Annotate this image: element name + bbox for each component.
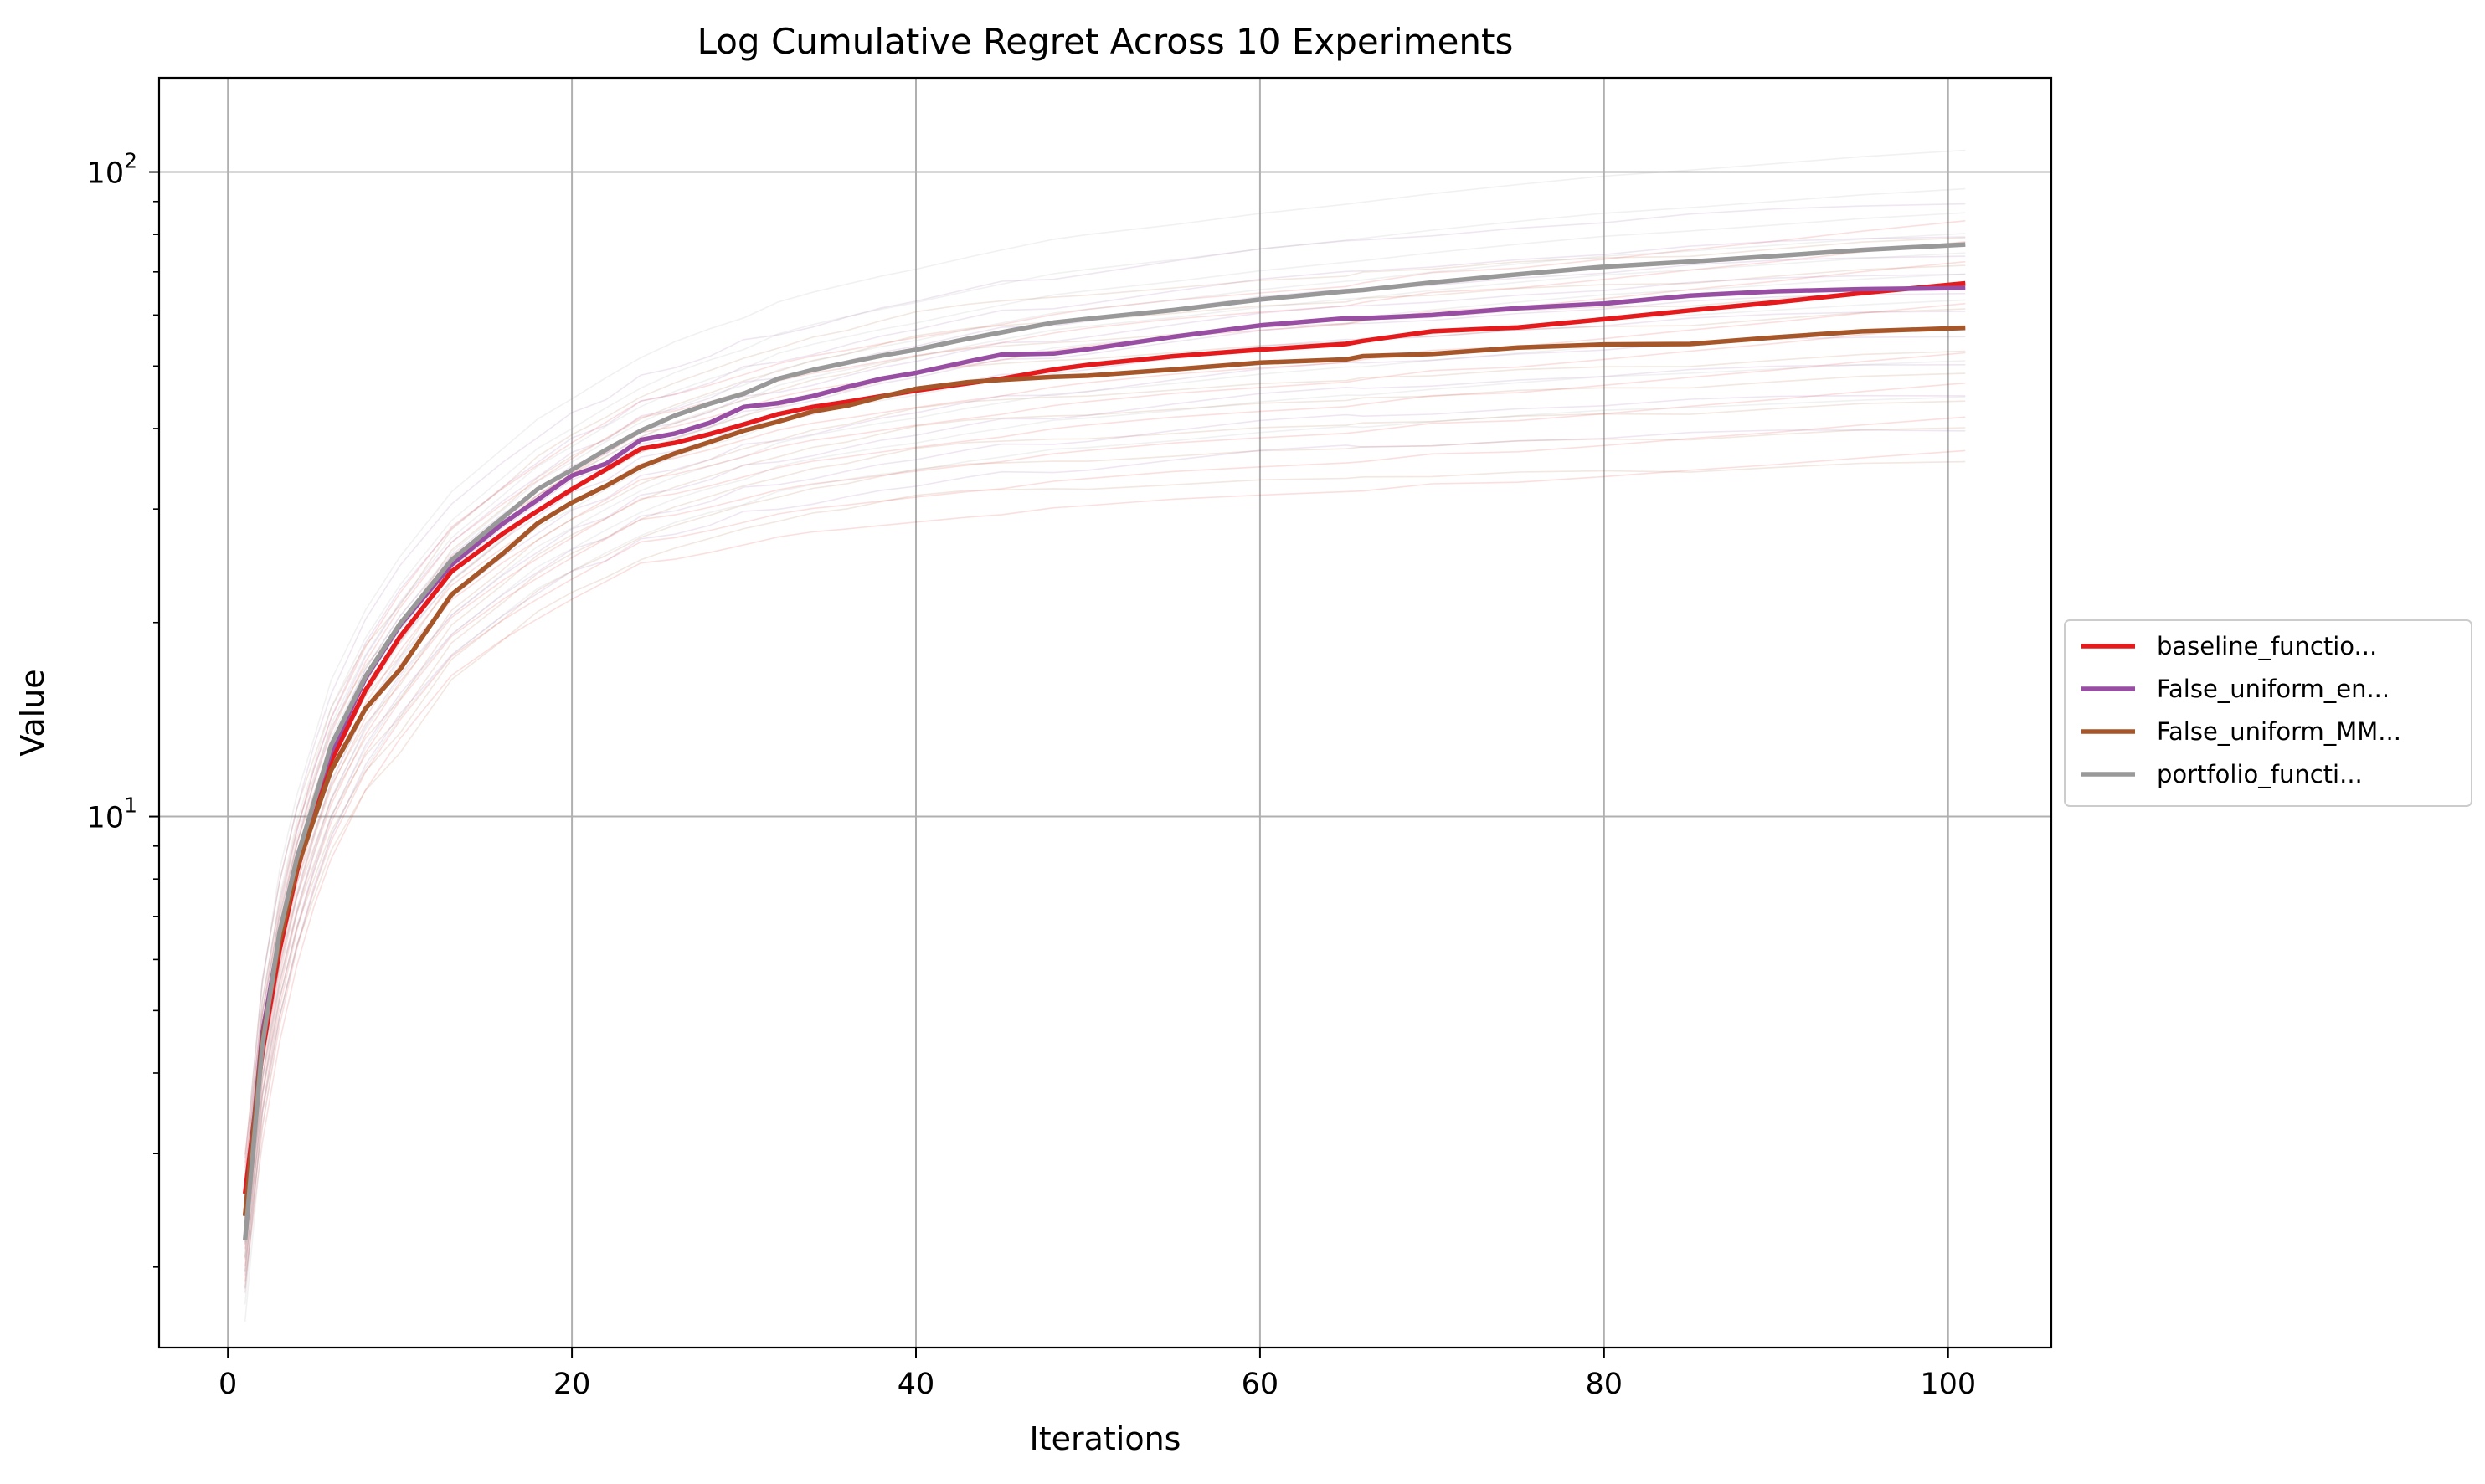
y-tick-label: 102 (87, 149, 137, 191)
background-run-line (244, 236, 1966, 1184)
x-tick-label: 100 (1920, 1368, 1976, 1401)
series-line (242, 242, 1966, 1241)
background-run-line (244, 352, 1966, 1234)
background-run-line (244, 241, 1966, 1168)
background-run-line (244, 372, 1966, 1243)
y-tick-base: 10 (87, 802, 125, 835)
y-tick-exponent: 2 (124, 149, 137, 173)
background-run-line (244, 203, 1966, 1163)
background-run-line (244, 429, 1966, 1293)
x-tick-label: 80 (1586, 1368, 1623, 1401)
series-line (242, 280, 1966, 1194)
chart-title: Log Cumulative Regret Across 10 Experime… (697, 21, 1514, 62)
legend-label: baseline_functio... (2157, 632, 2377, 660)
background-run-line (244, 149, 1966, 1181)
background-run-line (244, 427, 1966, 1272)
legend-box (2064, 619, 2472, 807)
y-tick-label: 101 (87, 793, 137, 835)
x-tick-label: 0 (219, 1368, 237, 1401)
background-run-line (244, 394, 1966, 1276)
background-run-line (244, 416, 1966, 1266)
background-run-line (244, 187, 1966, 1206)
x-tick-label: 20 (553, 1368, 591, 1401)
background-run-line (244, 273, 1966, 1208)
y-axis-label: Value (14, 669, 51, 756)
legend: baseline_functio... False_uniform_en... Fa… (2064, 619, 2472, 807)
legend-label: False_uniform_en... (2157, 675, 2390, 703)
x-tick-label: 60 (1242, 1368, 1279, 1401)
background-run-line (244, 396, 1966, 1322)
background-run-line (244, 460, 1966, 1289)
background-run-line (244, 325, 1966, 1219)
y-tick-exponent: 1 (124, 793, 137, 818)
series-line (242, 326, 1966, 1217)
background-run-line (244, 302, 1966, 1206)
background-run-line (244, 220, 1966, 1155)
background-run-line (244, 400, 1966, 1258)
y-tick-base: 10 (87, 157, 125, 191)
background-run-line (244, 264, 1966, 1178)
legend-label: False_uniform_MM... (2157, 717, 2401, 746)
x-tick-label: 40 (898, 1368, 935, 1401)
series-layer (242, 242, 1966, 1241)
background-run-line (244, 449, 1966, 1282)
background-run-line (244, 360, 1966, 1305)
background-run-line (244, 273, 1966, 1258)
x-axis-label: Iterations (1030, 1420, 1181, 1457)
background-run-line (244, 382, 1966, 1250)
background-run-line (244, 233, 1966, 1235)
background-run-line (244, 212, 1966, 1221)
legend-label: portfolio_functi... (2157, 760, 2363, 788)
background-run-line (244, 350, 1966, 1230)
plot-frame (157, 76, 2053, 1349)
background-run-line (244, 328, 1966, 1288)
background-run-line (244, 237, 1966, 1159)
grid-layer (159, 78, 2051, 1348)
background-run-line (244, 364, 1966, 1260)
